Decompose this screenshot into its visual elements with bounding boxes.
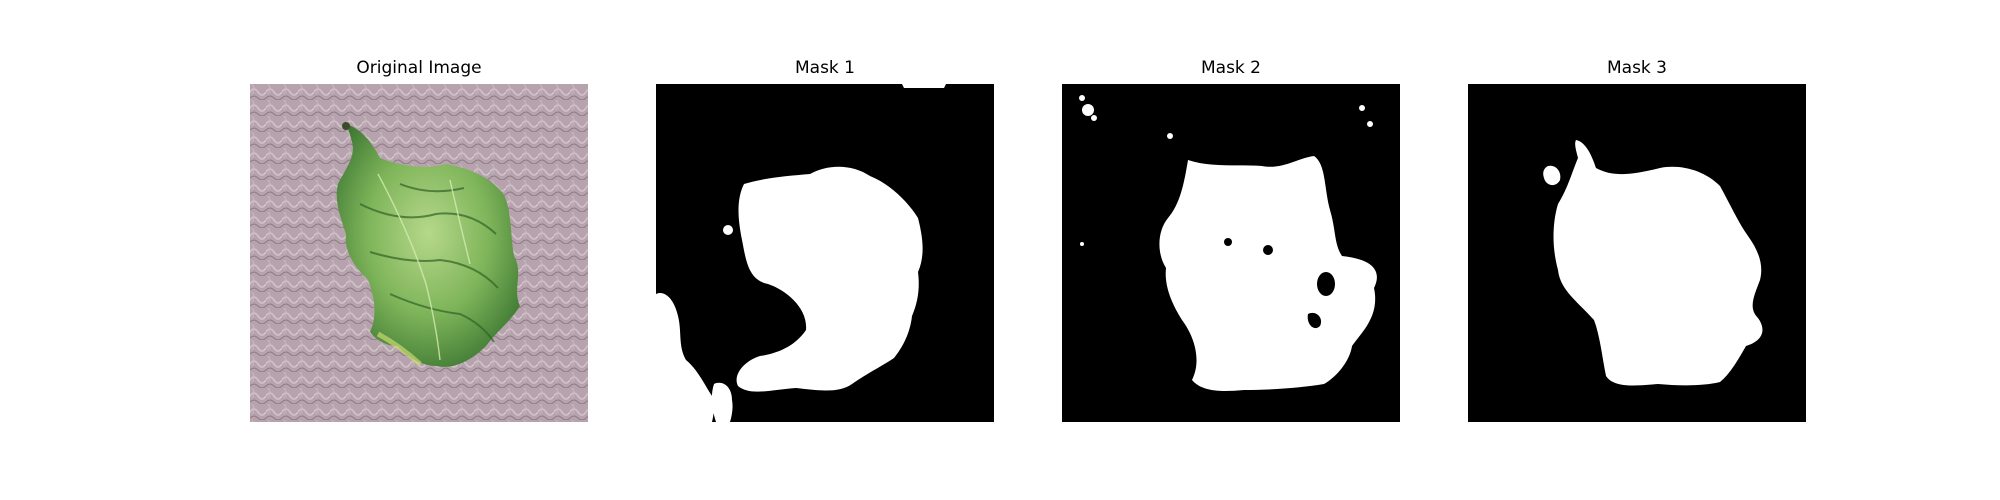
mask-1-speck: [902, 84, 946, 88]
mask-1-region-main: [736, 166, 923, 392]
mask-2-panel: [1062, 84, 1400, 422]
mask-1-region-corner-2: [711, 382, 733, 422]
mask-3-panel: [1468, 84, 1806, 422]
panel-title-mask-3: Mask 3: [1606, 58, 1667, 78]
panel-title-original: Original Image: [356, 58, 482, 78]
original-image: [250, 84, 588, 422]
mask-1-region-corner: [656, 292, 714, 422]
mask-2-image: [1062, 84, 1400, 422]
leaf-shape: [336, 124, 520, 367]
mask-1-image: [656, 84, 994, 422]
mask-2-region-main: [1159, 156, 1377, 391]
mask-3-island: [1543, 165, 1561, 186]
panel-title-mask-2: Mask 2: [1200, 58, 1261, 78]
mask-1-panel: [656, 84, 994, 422]
original-image-panel: [250, 84, 588, 422]
panel-title-mask-1: Mask 1: [794, 58, 855, 78]
mask-3-image: [1468, 84, 1806, 422]
mask-3-region-main: [1553, 140, 1763, 386]
